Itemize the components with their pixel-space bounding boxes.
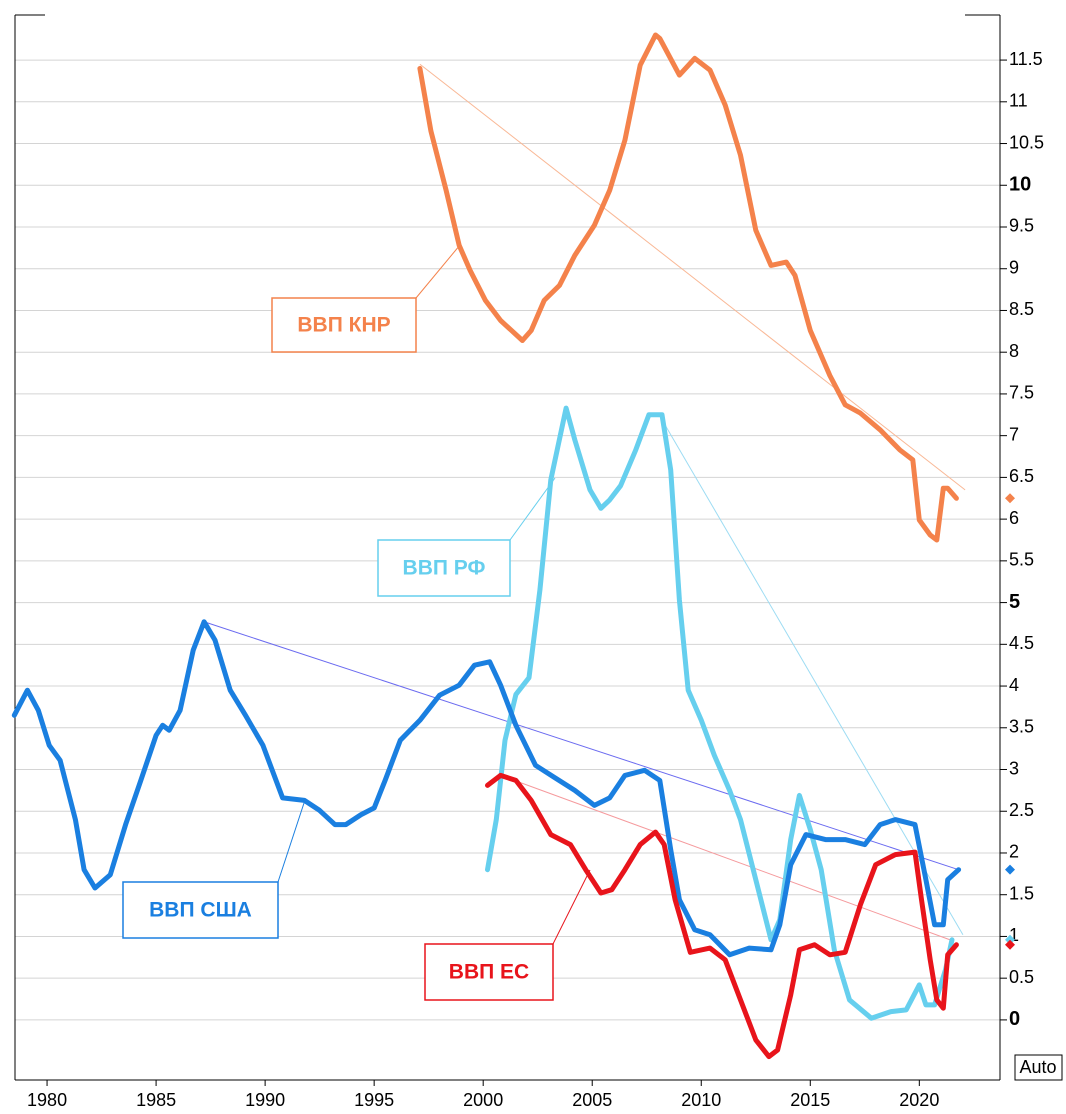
label-box xyxy=(122,881,279,939)
y-tick-label: 3.5 xyxy=(1009,717,1034,737)
y-tick-label: 1 xyxy=(1009,925,1019,945)
x-tick-label: 1985 xyxy=(136,1090,176,1110)
y-tick-label: 2 xyxy=(1009,842,1019,862)
leader-line xyxy=(277,799,306,883)
x-tick-label: 1995 xyxy=(354,1090,394,1110)
auto-button[interactable] xyxy=(1014,1054,1063,1081)
y-tick-label: 4 xyxy=(1009,675,1019,695)
y-tick-label: 8.5 xyxy=(1009,299,1034,319)
series-label: ВВП США xyxy=(149,899,252,922)
y-tick-label: 9.5 xyxy=(1009,216,1034,236)
x-tick-label: 2000 xyxy=(463,1090,503,1110)
label-box xyxy=(271,297,417,353)
y-tick-label: 11.5 xyxy=(1009,49,1043,69)
y-tick-label: 5 xyxy=(1009,591,1020,613)
data-line xyxy=(485,405,955,1021)
label-box xyxy=(424,943,554,1001)
y-tick-label: 6 xyxy=(1009,508,1019,528)
x-tick-label: 2015 xyxy=(790,1090,830,1110)
x-tick-label: 2010 xyxy=(681,1090,721,1110)
y-tick-label: 9 xyxy=(1009,257,1019,277)
y-tick-label: 8 xyxy=(1009,341,1019,361)
y-tick-label: 0 xyxy=(1009,1008,1020,1030)
last-value-marker xyxy=(1005,939,1015,950)
last-value-marker xyxy=(1005,864,1015,875)
series-label: ВВП РФ xyxy=(403,557,486,580)
last-value-marker xyxy=(1005,934,1015,945)
y-tick-label: 0.5 xyxy=(1009,967,1034,987)
leader-line xyxy=(415,244,461,299)
y-tick-label: 10 xyxy=(1009,174,1031,196)
data-line xyxy=(485,772,959,1060)
label-box xyxy=(377,539,511,597)
trend-line xyxy=(203,621,959,871)
data-line xyxy=(11,619,962,958)
trend-line xyxy=(661,419,964,936)
leader-line xyxy=(509,477,556,541)
data-line xyxy=(417,32,959,543)
y-tick-label: 11 xyxy=(1009,91,1028,111)
y-tick-label: 5.5 xyxy=(1009,550,1034,570)
x-tick-label: 1980 xyxy=(27,1090,67,1110)
x-tick-label: 1990 xyxy=(245,1090,285,1110)
y-tick-label: 2.5 xyxy=(1009,800,1034,820)
trend-line xyxy=(419,63,966,491)
auto-label[interactable]: Auto xyxy=(1019,1057,1056,1077)
y-tick-label: 4.5 xyxy=(1009,633,1034,653)
x-tick-label: 2005 xyxy=(572,1090,612,1110)
y-tick-label: 6.5 xyxy=(1009,466,1034,486)
series-label: ВВП КНР xyxy=(297,314,390,337)
last-value-marker xyxy=(1005,493,1015,504)
y-tick-label: 7 xyxy=(1009,424,1019,444)
y-tick-label: 7.5 xyxy=(1009,383,1034,403)
trend-line xyxy=(500,774,951,941)
series-label: ВВП ЕС xyxy=(449,961,529,984)
y-tick-label: 1.5 xyxy=(1009,883,1034,903)
y-tick-label: 3 xyxy=(1009,758,1019,778)
leader-line xyxy=(552,869,591,945)
x-tick-label: 2020 xyxy=(899,1090,939,1110)
y-tick-label: 10.5 xyxy=(1009,132,1044,152)
